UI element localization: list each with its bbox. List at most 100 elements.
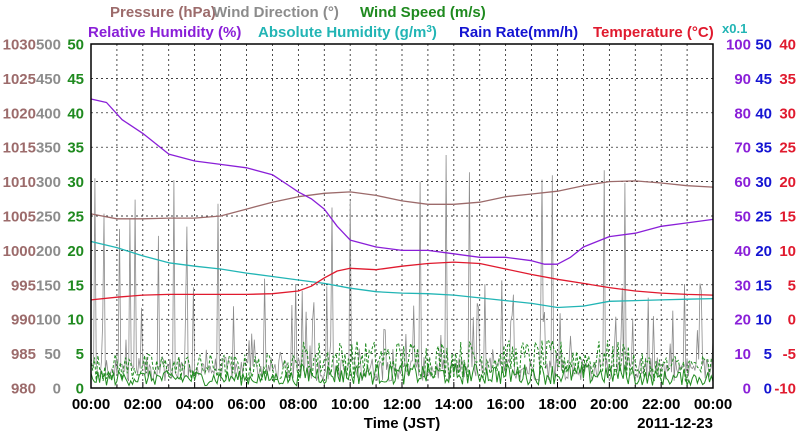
ytick-pressure: 1015	[3, 140, 36, 157]
ytick-temp: 0	[788, 312, 796, 329]
xtick-label: 12:00	[383, 396, 421, 413]
ytick-rh: 30	[734, 277, 751, 294]
legend-superscript: 3	[426, 24, 432, 35]
ytick-wind-speed: 40	[67, 105, 84, 122]
ytick-wind-dir: 400	[36, 105, 61, 122]
ytick-rain: 35	[755, 140, 772, 157]
ytick-rain: 15	[755, 277, 772, 294]
xtick-label: 22:00	[642, 396, 680, 413]
ytick-temp: 30	[779, 105, 796, 122]
ytick-pressure: 1020	[3, 105, 36, 122]
ytick-rh: 100	[726, 37, 751, 54]
ytick-pressure: 980	[11, 381, 36, 398]
ytick-wind-dir: 50	[44, 346, 61, 363]
ytick-rain: 40	[755, 105, 772, 122]
wind-traces	[90, 154, 714, 387]
ytick-wind-dir: 300	[36, 174, 61, 191]
ytick-wind-speed: 15	[67, 277, 84, 294]
legend-wind-speed: Wind Speed (m/s)	[360, 4, 486, 21]
ytick-wind-dir: 100	[36, 312, 61, 329]
ytick-rain: 50	[755, 37, 772, 54]
xtick-label: 18:00	[538, 396, 576, 413]
series-absolute-humidity-g-m	[90, 240, 714, 309]
series-wind-speed	[90, 362, 714, 387]
ytick-pressure: 1000	[3, 243, 36, 260]
ytick-pressure: 1025	[3, 71, 36, 88]
ytick-temp: 40	[779, 37, 796, 54]
ytick-wind-speed: 20	[67, 243, 84, 260]
legend-pressure: Pressure (hPa)	[110, 4, 216, 21]
ytick-pressure: 995	[11, 277, 36, 294]
ytick-rain: 20	[755, 243, 772, 260]
ytick-wind-dir: 0	[53, 381, 61, 398]
ytick-wind-dir: 500	[36, 37, 61, 54]
ytick-pressure: 1030	[3, 37, 36, 54]
series-lines	[90, 98, 714, 309]
ytick-rh: 20	[734, 312, 751, 329]
xtick-label: 06:00	[227, 396, 265, 413]
ytick-temp: 35	[779, 71, 796, 88]
ytick-wind-dir: 350	[36, 140, 61, 157]
xtick-label: 16:00	[486, 396, 524, 413]
ytick-rain: 0	[764, 381, 772, 398]
ytick-pressure: 1010	[3, 174, 36, 191]
ytick-wind-dir: 250	[36, 209, 61, 226]
series-relative-humidity	[90, 98, 714, 265]
ytick-temp: -5	[783, 346, 796, 363]
x-axis-label: Time (JST)	[364, 415, 440, 432]
legend-abs-hum: Absolute Humidity (g/m3)	[258, 24, 437, 41]
ytick-rain: 5	[764, 346, 772, 363]
ytick-wind-speed: 50	[67, 37, 84, 54]
x-axis: 00:00 02:00 04:00 06:00 08:00 10:00 12:00 14:00…	[72, 382, 732, 432]
y-axes: 1030102510201015101010051000995990985980…	[3, 37, 796, 398]
ytick-pressure: 1005	[3, 209, 36, 226]
ytick-pressure: 990	[11, 312, 36, 329]
ytick-rh: 0	[743, 381, 751, 398]
series-temperature-c	[90, 261, 714, 301]
ytick-wind-speed: 5	[76, 346, 84, 363]
ytick-temp: -10	[774, 381, 796, 398]
series-wind-direction	[90, 154, 714, 382]
ytick-rh: 90	[734, 71, 751, 88]
grid	[91, 44, 713, 388]
ytick-wind-speed: 30	[67, 174, 84, 191]
rain-scale-label: x0.1	[722, 21, 747, 36]
xtick-label: 00:00	[72, 396, 110, 413]
xtick-label: 08:00	[279, 396, 317, 413]
ytick-temp: 10	[779, 243, 796, 260]
ytick-wind-speed: 25	[67, 209, 84, 226]
xtick-label: 20:00	[590, 396, 628, 413]
ytick-temp: 25	[779, 140, 796, 157]
ytick-temp: 20	[779, 174, 796, 191]
ytick-rh: 10	[734, 346, 751, 363]
legend: Pressure (hPa)Wind Direction (°) Wind Spe…	[88, 4, 747, 41]
ytick-wind-dir: 450	[36, 71, 61, 88]
ytick-rh: 80	[734, 105, 751, 122]
ytick-pressure: 985	[11, 346, 36, 363]
xtick-label: 02:00	[124, 396, 162, 413]
ytick-wind-speed: 35	[67, 140, 84, 157]
legend-rh: Relative Humidity (%)	[88, 24, 241, 41]
ytick-wind-dir: 200	[36, 243, 61, 260]
ytick-rain: 45	[755, 71, 772, 88]
ytick-rh: 40	[734, 243, 751, 260]
ytick-temp: 15	[779, 209, 796, 226]
ytick-wind-speed: 45	[67, 71, 84, 88]
legend-temp: Temperature (°C)	[593, 24, 714, 41]
ytick-wind-speed: 0	[76, 381, 84, 398]
xtick-label: 04:00	[175, 396, 213, 413]
legend-tail: )	[432, 24, 437, 41]
xtick-label: 00:00	[694, 396, 732, 413]
ytick-wind-speed: 10	[67, 312, 84, 329]
ytick-rain: 30	[755, 174, 772, 191]
ytick-rh: 70	[734, 140, 751, 157]
ytick-rain: 10	[755, 312, 772, 329]
ytick-rain: 25	[755, 209, 772, 226]
series-pressure-hpa	[90, 180, 714, 220]
xtick-label: 10:00	[331, 396, 369, 413]
ytick-rh: 60	[734, 174, 751, 191]
legend-wind-dir: Wind Direction (°)	[213, 4, 339, 21]
legend-rain: Rain Rate(mm/h)	[459, 24, 578, 41]
date-label: 2011-12-23	[637, 415, 713, 432]
